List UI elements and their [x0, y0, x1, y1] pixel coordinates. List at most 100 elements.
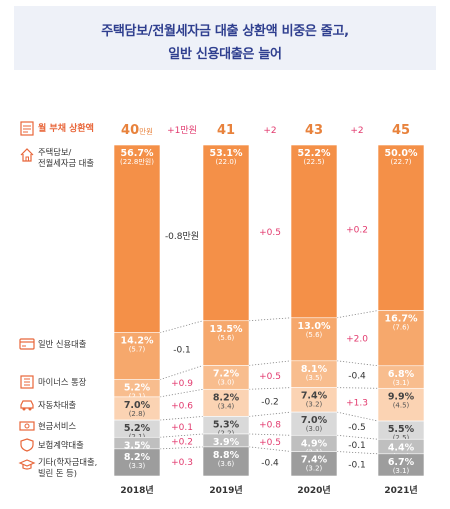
data-label-amount: (3.6)	[218, 460, 235, 468]
data-label-percent: 8.1%	[301, 364, 328, 375]
category-label: 자동차대출	[38, 400, 77, 410]
insurance-icon	[20, 438, 34, 452]
segment-connector	[159, 365, 204, 381]
data-label-amount: (3.0)	[306, 425, 323, 433]
bar-segment	[202, 144, 250, 322]
data-label-percent: 13.5%	[210, 324, 243, 335]
data-label-amount: (3.3)	[129, 462, 146, 470]
data-label-percent: 3.9%	[213, 437, 240, 448]
car-icon	[20, 400, 34, 411]
segment-connector	[159, 433, 204, 438]
data-label-percent: 6.7%	[388, 457, 415, 468]
change-label: +0.6	[171, 402, 193, 412]
chart-title-line-2: 일반 신용대출은 늘어	[168, 47, 282, 62]
segment-connector	[336, 310, 379, 319]
monthly-payment-unit: 만원	[139, 127, 153, 136]
monthly-payment-value: 41	[217, 123, 235, 138]
bar-segment	[113, 332, 161, 380]
data-label-amount: (22.7)	[390, 158, 411, 166]
change-label: +0.2	[346, 226, 368, 236]
segment-connector	[248, 360, 292, 366]
data-label-percent: 7.4%	[301, 455, 328, 466]
monthly-payment-value: 40만원	[121, 123, 153, 138]
bar-segment	[113, 448, 161, 477]
data-label-amount: (22.5)	[303, 158, 324, 166]
data-label-amount: (4.5)	[393, 401, 410, 409]
segment-connector	[248, 411, 292, 417]
data-label-amount: (3.0)	[218, 378, 235, 386]
data-label-percent: 8.2%	[213, 392, 240, 403]
change-label: +0.1	[171, 423, 193, 433]
data-label-amount: (3.4)	[218, 402, 235, 410]
bar-segment	[290, 451, 338, 477]
data-label-percent: 5.2%	[124, 423, 151, 434]
category-label: 주택담보/	[38, 147, 72, 157]
segment-connector	[159, 416, 204, 421]
data-label-percent: 7.0%	[301, 415, 328, 426]
category-label: 전월세자금 대출	[38, 158, 94, 168]
change-label: +0.5	[259, 372, 281, 382]
data-label-amount: (3.1)	[393, 467, 410, 475]
bankbook-icon	[20, 375, 34, 389]
change-label: +0.5	[259, 228, 281, 238]
data-label-amount: (5.6)	[218, 334, 235, 342]
segment-connector	[248, 433, 292, 436]
x-tick-label: 2020년	[297, 484, 330, 496]
monthly-payment-value: 43	[305, 123, 323, 138]
credit-icon	[19, 338, 35, 350]
data-label-percent: 5.2%	[124, 383, 151, 394]
change-label: +0.2	[171, 438, 193, 448]
change-label: -0.4	[261, 459, 279, 469]
category-label: 보험계약대출	[38, 440, 84, 450]
segment-connector	[336, 387, 379, 389]
segment-connector	[248, 387, 292, 390]
change-label: -0.5	[348, 423, 366, 433]
monthly-payment-change: +2	[263, 126, 276, 136]
data-label-amount: (3.2)	[306, 401, 323, 409]
data-label-percent: 4.4%	[388, 442, 415, 453]
change-label: +0.8	[259, 420, 281, 430]
data-label-percent: 9.9%	[388, 391, 415, 402]
change-label: -0.1	[348, 460, 366, 470]
data-label-amount: (3.5)	[306, 374, 323, 382]
segment-connector	[336, 451, 379, 455]
cash-icon	[19, 421, 35, 431]
data-label-percent: 3.5%	[124, 440, 151, 451]
change-label: -0.1	[348, 441, 366, 451]
bar-segment	[377, 310, 425, 367]
data-label-percent: 50.0%	[385, 148, 418, 159]
data-label-amount: (2.5)	[393, 434, 410, 442]
change-label: +2.0	[346, 335, 368, 345]
data-label-percent: 14.2%	[121, 336, 154, 347]
x-tick-label: 2018년	[120, 484, 153, 496]
data-label-percent: 52.2%	[298, 148, 331, 159]
scholar-icon	[18, 459, 36, 470]
category-label: 빌린 돈 등)	[38, 468, 77, 478]
data-label-amount: (5.6)	[306, 331, 323, 339]
data-label-percent: 8.8%	[213, 450, 240, 461]
data-label-amount: (2.8)	[129, 410, 146, 418]
data-label-percent: 7.0%	[124, 400, 151, 411]
bar-segment	[290, 360, 338, 388]
change-label: +0.3	[171, 458, 193, 468]
change-label: +0.5	[259, 438, 281, 448]
change-label: -0.4	[348, 372, 366, 382]
segment-connector	[159, 388, 204, 398]
data-label-percent: 4.9%	[301, 438, 328, 449]
document-icon	[20, 121, 34, 136]
bar-segment	[290, 387, 338, 413]
category-label: 기타(학자금대출,	[38, 457, 97, 467]
data-label-amount: (3.1)	[393, 379, 410, 387]
bar-segment	[202, 388, 250, 417]
bar-segment	[290, 317, 338, 362]
monthly-payment-value: 45	[392, 123, 410, 138]
data-label-percent: 56.7%	[121, 148, 154, 159]
data-label-percent: 13.0%	[298, 321, 331, 332]
data-label-percent: 16.7%	[385, 314, 418, 325]
category-label: 현금서비스	[38, 421, 77, 431]
x-tick-label: 2021년	[384, 484, 417, 496]
change-label: +1.3	[346, 398, 368, 408]
data-label-amount: (7.6)	[393, 324, 410, 332]
bar-segment	[377, 453, 425, 477]
